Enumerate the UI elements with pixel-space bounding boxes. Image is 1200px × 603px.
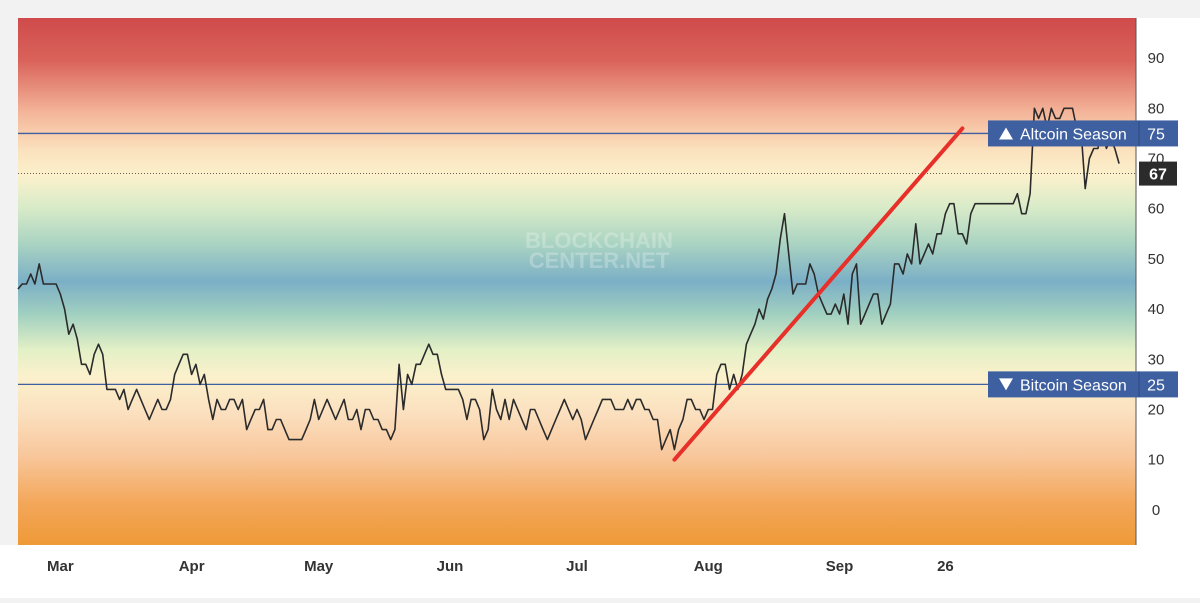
y-tick-label: 10 (1148, 452, 1165, 469)
y-tick-label: 20 (1148, 401, 1165, 418)
y-tick-label: 0 (1152, 502, 1160, 519)
level-value: 25 (1147, 377, 1165, 394)
x-axis-panel (0, 545, 1200, 598)
series-layer (17, 107, 1120, 451)
level-badges: Altcoin Season 75 Bitcoin Season 25 67 (988, 120, 1178, 398)
y-tick-label: 50 (1148, 251, 1165, 268)
current-value-label: 67 (1149, 167, 1167, 184)
y-tick-label: 80 (1148, 100, 1165, 117)
x-tick-label: May (304, 558, 334, 575)
y-axis-panel (1136, 18, 1200, 545)
y-tick-label: 90 (1148, 50, 1165, 67)
trendline-layer (672, 126, 965, 462)
y-tick-label: 40 (1148, 301, 1165, 318)
y-tick-label: 30 (1148, 351, 1165, 368)
reference-lines (18, 132, 1136, 386)
watermark-line-1: BLOCKCHAIN (525, 228, 673, 253)
x-tick-labels: Mar Apr May Jun Jul Aug Sep 26 (47, 558, 954, 575)
series-line (17, 107, 1120, 451)
x-tick-label: Jul (566, 558, 588, 575)
current-value-badge (1139, 161, 1177, 186)
trendline (672, 126, 965, 462)
x-tick-label: Mar (47, 558, 74, 575)
triangle-up-icon (999, 127, 1013, 140)
watermark-line-2: CENTER.NET (529, 248, 670, 273)
x-tick-label: Sep (826, 558, 854, 575)
x-tick-label: Jun (437, 558, 464, 575)
level-value: 75 (1147, 126, 1165, 143)
level-badge (988, 120, 1178, 147)
level-name: Altcoin Season (1020, 126, 1127, 143)
x-tick-label: Apr (179, 558, 205, 575)
triangle-down-icon (999, 378, 1013, 391)
x-tick-label: 26 (937, 558, 954, 575)
plot-background-bands (18, 18, 1136, 545)
y-tick-label: 60 (1148, 201, 1165, 218)
watermark: BLOCKCHAIN CENTER.NET (525, 228, 673, 273)
level-name: Bitcoin Season (1020, 377, 1127, 394)
x-tick-label: Aug (694, 558, 723, 575)
level-badge (988, 371, 1178, 398)
